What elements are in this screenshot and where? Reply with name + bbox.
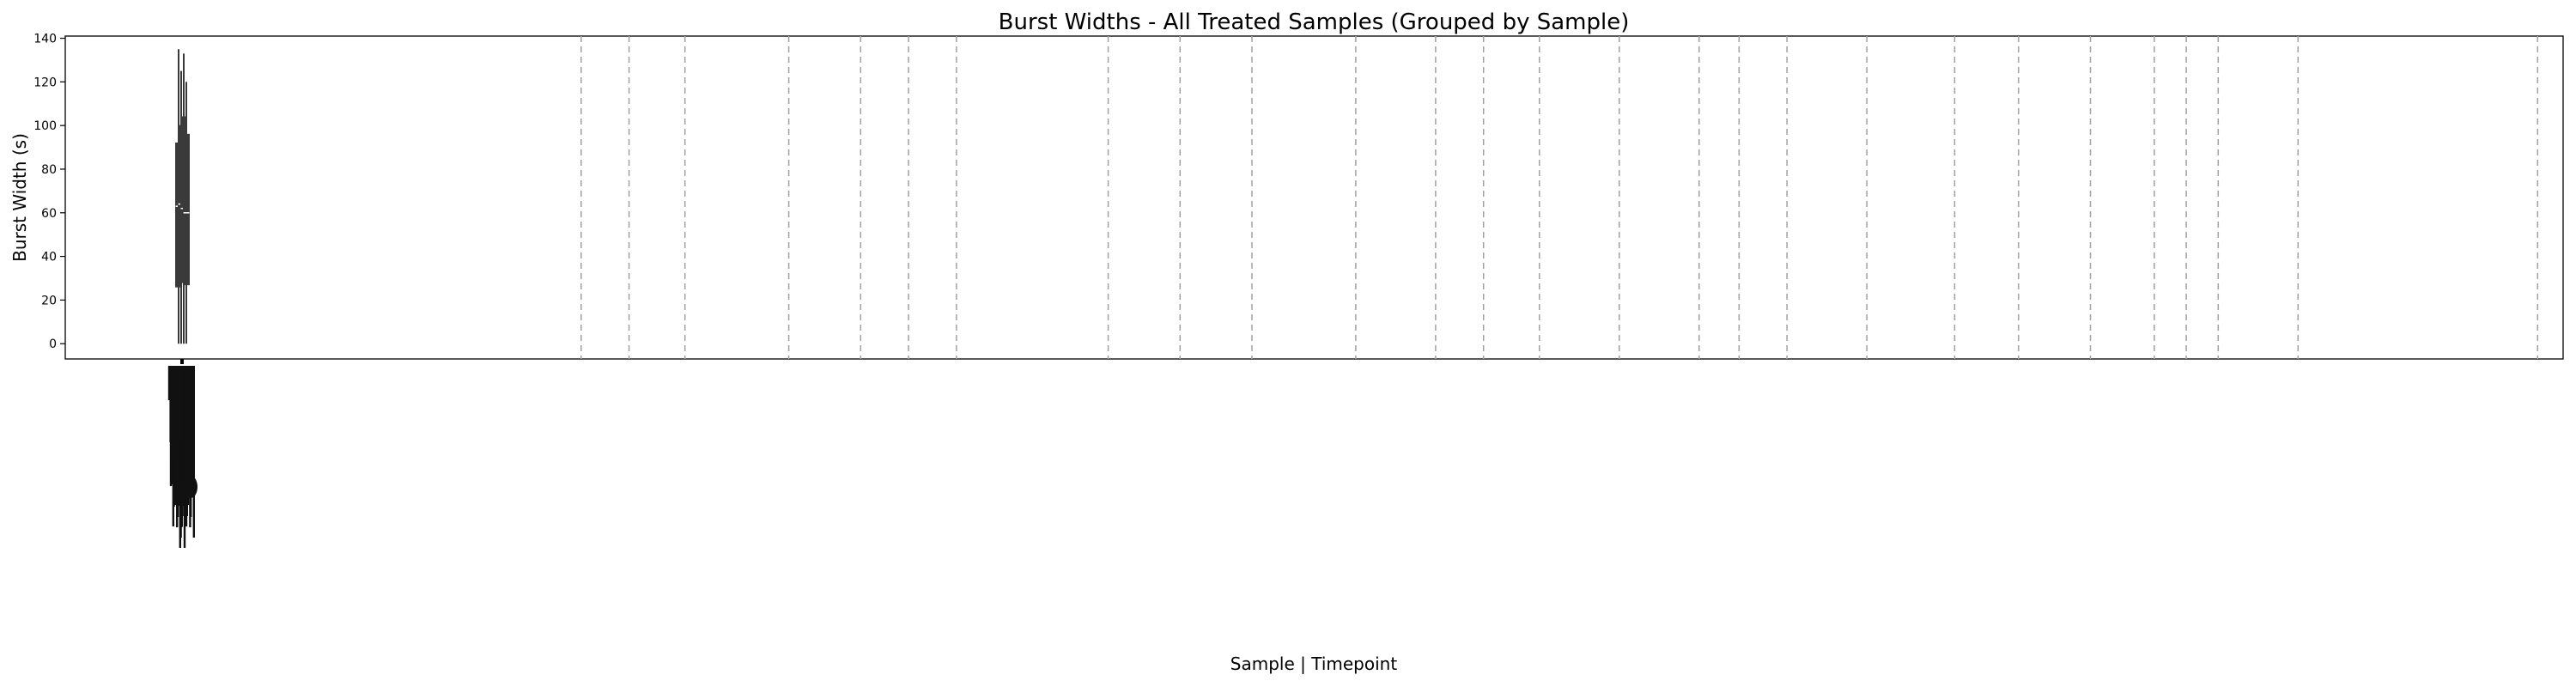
box-body [183,133,190,286]
x-axis-label: Sample | Timepoint [1230,654,1398,674]
sample-separators [580,36,2539,359]
y-tick-label: 100 [33,119,57,133]
y-tick-label: 60 [41,207,57,221]
y-tick-label: 20 [41,294,57,307]
y-tick-label: 0 [49,337,57,351]
y-tick-label: 40 [41,251,57,264]
y-tick-label: 120 [33,76,57,89]
x-axis-ticks [167,359,197,548]
x-tick-label-cluster [184,476,197,498]
y-tick-label: 80 [41,163,57,177]
chart-title: Burst Widths - All Treated Samples (Grou… [999,9,1630,35]
y-axis: 0 20 40 60 80 100 120 140 [33,33,65,351]
box-series [175,49,190,344]
y-tick-label: 140 [33,33,57,46]
y-axis-label: Burst Width (s) [9,133,30,262]
plot-area-frame [64,35,2564,360]
